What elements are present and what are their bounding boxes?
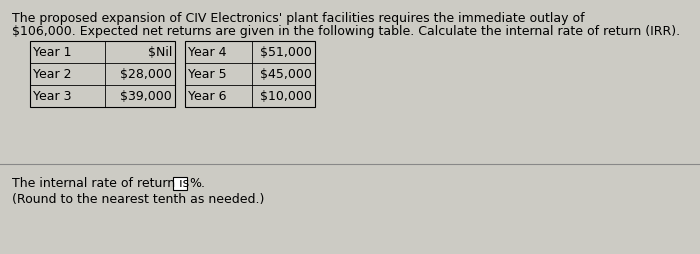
Bar — [173, 177, 187, 190]
Text: $45,000: $45,000 — [260, 68, 312, 81]
Text: Year 4: Year 4 — [188, 46, 227, 59]
Text: Year 2: Year 2 — [33, 68, 71, 81]
Text: The proposed expansion of CIV Electronics' plant facilities requires the immedia: The proposed expansion of CIV Electronic… — [12, 12, 584, 25]
Bar — [185, 42, 315, 108]
Text: $Nil: $Nil — [148, 46, 172, 59]
Text: %.: %. — [189, 176, 205, 189]
Text: $28,000: $28,000 — [120, 68, 172, 81]
Text: $106,000. Expected net returns are given in the following table. Calculate the i: $106,000. Expected net returns are given… — [12, 25, 680, 38]
Text: Year 6: Year 6 — [188, 90, 227, 103]
Text: $39,000: $39,000 — [120, 90, 172, 103]
Text: The internal rate of return is: The internal rate of return is — [12, 176, 189, 189]
Text: (Round to the nearest tenth as needed.): (Round to the nearest tenth as needed.) — [12, 192, 265, 205]
Text: Year 1: Year 1 — [33, 46, 71, 59]
Text: Year 5: Year 5 — [188, 68, 227, 81]
Bar — [30, 42, 175, 108]
Text: $10,000: $10,000 — [260, 90, 312, 103]
Text: $51,000: $51,000 — [260, 46, 312, 59]
Text: Year 3: Year 3 — [33, 90, 71, 103]
